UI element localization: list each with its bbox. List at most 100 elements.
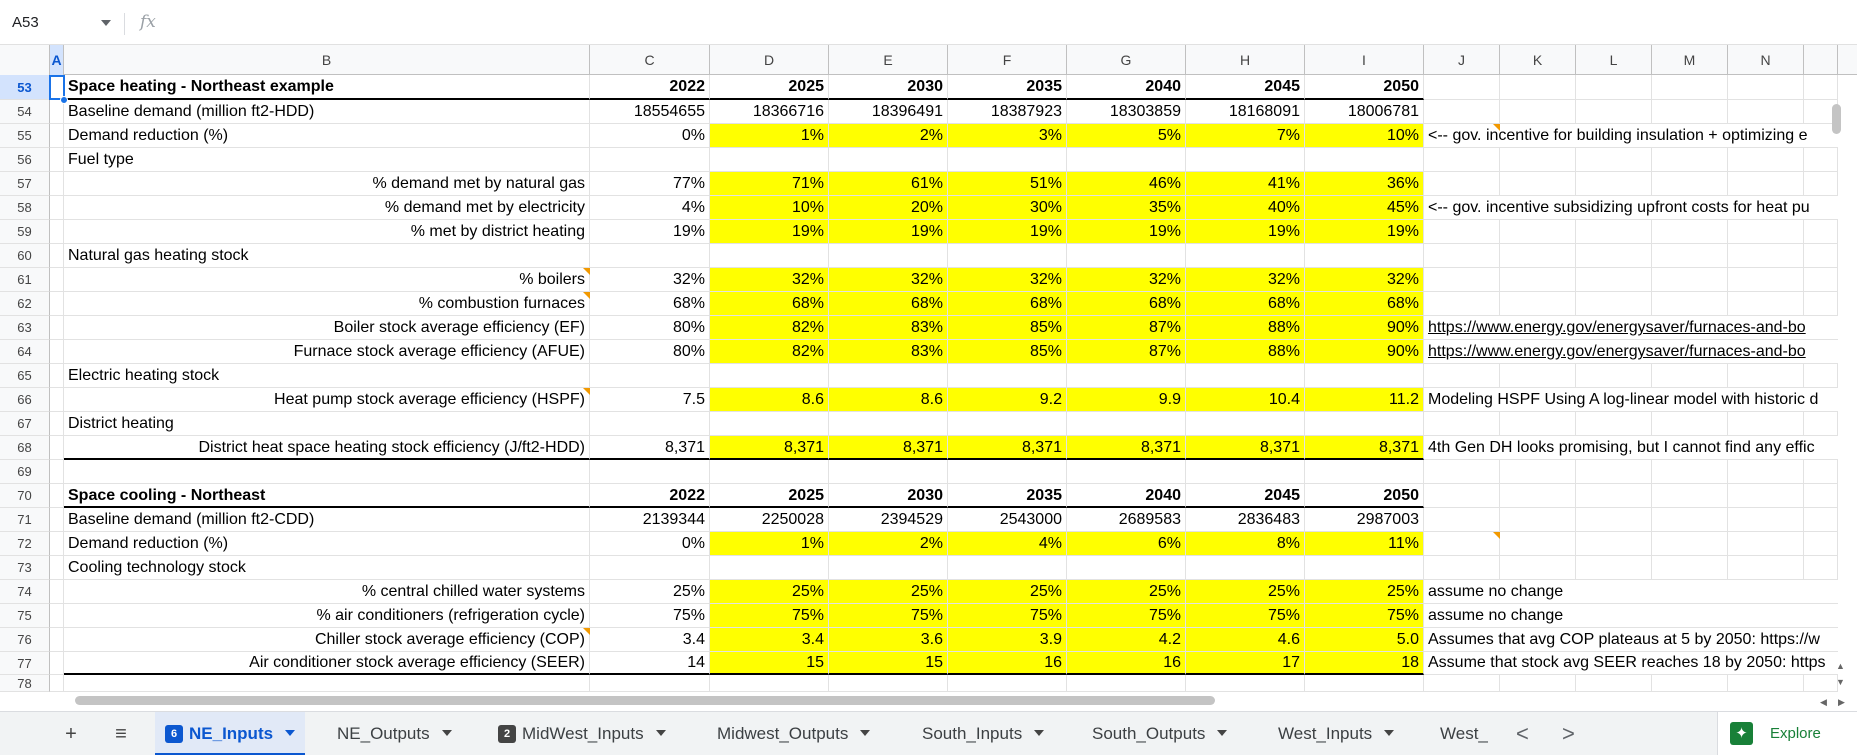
- column-header-c[interactable]: C: [590, 45, 710, 75]
- cell-C65[interactable]: [590, 364, 710, 388]
- cell-E68[interactable]: 8,371: [829, 436, 948, 460]
- column-header-e[interactable]: E: [829, 45, 948, 75]
- cell-A56[interactable]: [50, 148, 64, 172]
- cell-A73[interactable]: [50, 556, 64, 580]
- cell-C58[interactable]: 4%: [590, 196, 710, 220]
- cell-E78[interactable]: [829, 675, 948, 692]
- cell-L58[interactable]: [1576, 196, 1652, 220]
- cell-G72[interactable]: 6%: [1067, 532, 1186, 556]
- cell-O61[interactable]: [1804, 268, 1838, 292]
- cell-B60[interactable]: Natural gas heating stock: [64, 244, 590, 268]
- cell-C75[interactable]: 75%: [590, 604, 710, 628]
- cell-N70[interactable]: [1728, 484, 1804, 508]
- cell-E53[interactable]: 2030: [829, 75, 948, 100]
- cell-A59[interactable]: [50, 220, 64, 244]
- cell-D62[interactable]: 68%: [710, 292, 829, 316]
- cell-L69[interactable]: [1576, 460, 1652, 484]
- cell-K73[interactable]: [1500, 556, 1576, 580]
- cell-I71[interactable]: 2987003: [1305, 508, 1424, 532]
- cell-B65[interactable]: Electric heating stock: [64, 364, 590, 388]
- cell-N58[interactable]: [1728, 196, 1804, 220]
- cell-M68[interactable]: [1652, 436, 1728, 460]
- cell-N54[interactable]: [1728, 100, 1804, 124]
- sheet-tab-west-[interactable]: West_: [1430, 712, 1496, 755]
- cell-F58[interactable]: 30%: [948, 196, 1067, 220]
- cell-G69[interactable]: [1067, 460, 1186, 484]
- cell-H62[interactable]: 68%: [1186, 292, 1305, 316]
- cell-I77[interactable]: 18: [1305, 652, 1424, 675]
- cell-G62[interactable]: 68%: [1067, 292, 1186, 316]
- cell-L72[interactable]: [1576, 532, 1652, 556]
- cell-H77[interactable]: 17: [1186, 652, 1305, 675]
- cell-D56[interactable]: [710, 148, 829, 172]
- cell-O69[interactable]: [1804, 460, 1838, 484]
- cell-F55[interactable]: 3%: [948, 124, 1067, 148]
- cell-E77[interactable]: 15: [829, 652, 948, 675]
- column-header-j[interactable]: J: [1424, 45, 1500, 75]
- cell-B54[interactable]: Baseline demand (million ft2-HDD): [64, 100, 590, 124]
- cell-G57[interactable]: 46%: [1067, 172, 1186, 196]
- cell-N62[interactable]: [1728, 292, 1804, 316]
- column-header-a[interactable]: A: [50, 45, 64, 75]
- cell-L74[interactable]: [1576, 580, 1652, 604]
- cell-E55[interactable]: 2%: [829, 124, 948, 148]
- cell-B63[interactable]: Boiler stock average efficiency (EF): [64, 316, 590, 340]
- cell-B70[interactable]: Space cooling - Northeast: [64, 484, 590, 508]
- row-header[interactable]: 68: [0, 436, 50, 460]
- cell-N67[interactable]: [1728, 412, 1804, 436]
- cell-K76[interactable]: [1500, 628, 1576, 652]
- cell-M71[interactable]: [1652, 508, 1728, 532]
- sheet-tab-south-inputs[interactable]: South_Inputs: [912, 712, 1054, 755]
- chevron-down-icon[interactable]: [1217, 730, 1228, 736]
- cell-B53[interactable]: Space heating - Northeast example: [64, 75, 590, 100]
- row-header[interactable]: 70: [0, 484, 50, 508]
- cell-J56[interactable]: [1424, 148, 1500, 172]
- cell-E62[interactable]: 68%: [829, 292, 948, 316]
- cell-B78[interactable]: [64, 675, 590, 692]
- cell-L71[interactable]: [1576, 508, 1652, 532]
- cell-E66[interactable]: 8.6: [829, 388, 948, 412]
- cell-I55[interactable]: 10%: [1305, 124, 1424, 148]
- cell-G76[interactable]: 4.2: [1067, 628, 1186, 652]
- cell-C70[interactable]: 2022: [590, 484, 710, 508]
- cell-N57[interactable]: [1728, 172, 1804, 196]
- cell-F67[interactable]: [948, 412, 1067, 436]
- cell-E67[interactable]: [829, 412, 948, 436]
- cell-B64[interactable]: Furnace stock average efficiency (AFUE): [64, 340, 590, 364]
- cell-C56[interactable]: [590, 148, 710, 172]
- cell-J57[interactable]: [1424, 172, 1500, 196]
- cell-H68[interactable]: 8,371: [1186, 436, 1305, 460]
- cell-D75[interactable]: 75%: [710, 604, 829, 628]
- cell-L70[interactable]: [1576, 484, 1652, 508]
- cell-G60[interactable]: [1067, 244, 1186, 268]
- column-header-l[interactable]: L: [1576, 45, 1652, 75]
- cell-D68[interactable]: 8,371: [710, 436, 829, 460]
- cell-D72[interactable]: 1%: [710, 532, 829, 556]
- row-header[interactable]: 53: [0, 75, 50, 100]
- cell-I68[interactable]: 8,371: [1305, 436, 1424, 460]
- cell-B77[interactable]: Air conditioner stock average efficiency…: [64, 652, 590, 675]
- cell-A74[interactable]: [50, 580, 64, 604]
- cell-M65[interactable]: [1652, 364, 1728, 388]
- cell-E74[interactable]: 25%: [829, 580, 948, 604]
- cell-H58[interactable]: 40%: [1186, 196, 1305, 220]
- cell-I73[interactable]: [1305, 556, 1424, 580]
- cell-D60[interactable]: [710, 244, 829, 268]
- cell-G54[interactable]: 18303859: [1067, 100, 1186, 124]
- row-header[interactable]: 57: [0, 172, 50, 196]
- cell-F53[interactable]: 2035: [948, 75, 1067, 100]
- cell-C53[interactable]: 2022: [590, 75, 710, 100]
- cell-F66[interactable]: 9.2: [948, 388, 1067, 412]
- cell-F73[interactable]: [948, 556, 1067, 580]
- name-box[interactable]: A53: [0, 9, 120, 37]
- cell-N78[interactable]: [1728, 675, 1804, 692]
- cell-C67[interactable]: [590, 412, 710, 436]
- cell-I65[interactable]: [1305, 364, 1424, 388]
- cell-N60[interactable]: [1728, 244, 1804, 268]
- cell-O64[interactable]: [1804, 340, 1838, 364]
- cell-O56[interactable]: [1804, 148, 1838, 172]
- cell-G75[interactable]: 75%: [1067, 604, 1186, 628]
- cell-C76[interactable]: 3.4: [590, 628, 710, 652]
- sheet-tab-midwest-outputs[interactable]: Midwest_Outputs: [707, 712, 880, 755]
